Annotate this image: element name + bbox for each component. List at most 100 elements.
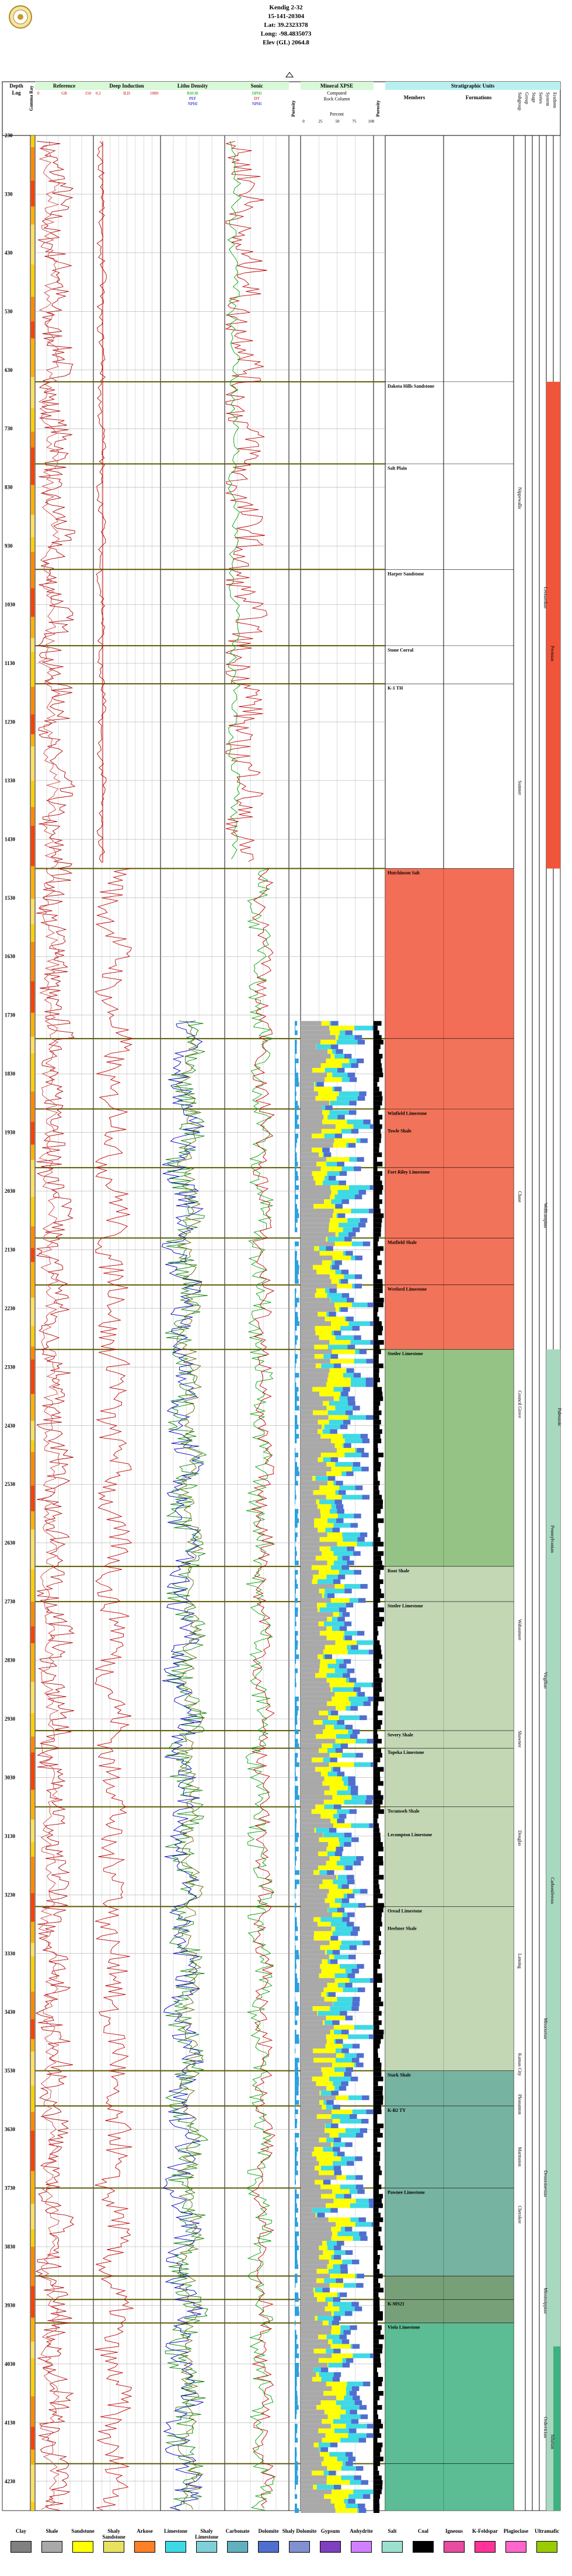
mineral-bar (352, 2001, 360, 2007)
mineral-bar (312, 2152, 334, 2157)
up-arrow-icon (285, 72, 294, 78)
porosity-bar (295, 1771, 296, 1777)
mineral-bar (326, 1861, 337, 1866)
mineral-bar (301, 2081, 316, 2086)
strat-band (385, 1349, 514, 1567)
mineral-bar (322, 1429, 330, 1434)
mineral-bar (332, 1349, 355, 1355)
vsh-bar (374, 1701, 379, 1706)
mineral-bar (313, 2484, 317, 2490)
subgroup-label: Cherokee (517, 2206, 522, 2224)
mineral-bar (301, 1607, 318, 1613)
gamma-color-block (31, 147, 34, 181)
mineral-bar (337, 1213, 346, 1219)
mineral-bar (348, 2494, 363, 2499)
mineral-bar (301, 2025, 334, 2030)
mineral-bar (331, 1438, 345, 1443)
mineral-bar (326, 2203, 350, 2208)
mineral-bar (315, 1673, 327, 1678)
member-label: Harper Sandstone (388, 571, 424, 576)
mineral-bar (301, 2133, 330, 2138)
vsh-bar (374, 2348, 382, 2354)
gamma-color-block (31, 431, 34, 448)
mineral-bar (350, 1701, 364, 1706)
mineral-bar (329, 2470, 336, 2476)
mineral-bar (336, 2048, 342, 2053)
mineral-bar (322, 1720, 337, 1725)
mineral-bar (301, 2255, 319, 2260)
vsh-bar (374, 2231, 379, 2236)
mineral-bar (327, 2414, 340, 2420)
mineral-bar (301, 2189, 333, 2194)
porosity-bar (295, 1424, 299, 1429)
mineral-bar (336, 1049, 343, 1054)
mineral-bar (355, 2466, 364, 2471)
porosity-bar (295, 1110, 297, 1115)
mineral-bar (301, 2405, 317, 2410)
gamma-color-block (31, 2286, 34, 2318)
track-frame-ser (539, 135, 547, 2511)
mineral-bar (331, 2124, 339, 2129)
mineral-bar (301, 1837, 319, 1842)
mineral-bar (333, 1387, 343, 1392)
mineral-bar (339, 2133, 356, 2138)
mineral-bar (352, 2344, 360, 2349)
vsh-bar (374, 1870, 379, 1875)
mineral-bar (352, 1326, 360, 1331)
mineral-bar (332, 1931, 351, 1936)
mineral-bar (335, 1307, 339, 1312)
mineral-bar (343, 1635, 345, 1641)
vsh-bar (374, 1823, 379, 1828)
mineral-bar (333, 1804, 341, 1809)
mineral-bar (347, 1546, 355, 1551)
mineral-bar (341, 1565, 350, 1570)
mineral-bar (357, 1096, 365, 1101)
porosity-bar (295, 2180, 296, 2185)
vsh-bar (374, 2320, 378, 2326)
mineral-bar (301, 1133, 312, 1139)
mineral-bar (340, 1391, 341, 1397)
mineral-bar (337, 2231, 360, 2236)
mineral-bar (330, 1959, 338, 1964)
mineral-bar (301, 1785, 330, 1791)
mineral-bar (301, 2325, 332, 2330)
strat-title: Stratigraphic Units (451, 83, 495, 89)
depth-tick-label: 2430 (5, 1423, 16, 1429)
mineral-bar (366, 2109, 374, 2114)
vsh-bar (374, 2461, 381, 2466)
porosity-bar (295, 1316, 299, 1321)
mineral-bar (301, 1813, 321, 1819)
vsh-bar (374, 1345, 380, 1350)
mineral-bar (341, 1898, 350, 1903)
vsh-bar (374, 2086, 383, 2091)
mineral-bar (333, 1523, 351, 1528)
mineral-bar (351, 2058, 360, 2063)
mineral-bar (333, 2372, 341, 2377)
mineral-bar (347, 1368, 354, 1373)
vsh-bar (374, 1785, 378, 1791)
mineral-bar (336, 1875, 338, 1880)
mineral-bar (336, 1734, 350, 1739)
mineral-bar (313, 1574, 327, 1579)
mineral-bar (301, 2048, 313, 2053)
mineral-bar (355, 1255, 363, 1261)
mineral-bar (329, 1368, 346, 1373)
mineral-bar (323, 2147, 333, 2152)
mineral-bar (334, 1087, 342, 1092)
vsh-bar (374, 1813, 379, 1819)
mineral-bar (301, 2297, 318, 2302)
vsh-bar (374, 1631, 379, 1636)
mineral-bar (301, 1433, 321, 1439)
mineral-bar (348, 1776, 355, 1781)
legend-swatch (41, 2541, 62, 2553)
mineral-bar (301, 1297, 330, 1303)
mineral-bar (342, 2358, 346, 2363)
vsh-bar (374, 1940, 381, 1945)
mineral-bar (301, 1419, 318, 1425)
mineral-bar (340, 2184, 356, 2189)
mineral-bar (301, 1809, 312, 1814)
mineral-bar (347, 2382, 363, 2387)
strat-col-erathem: Erathem (552, 92, 557, 109)
mineral-bar (301, 1865, 319, 1871)
mineral-bar (301, 1541, 337, 1547)
